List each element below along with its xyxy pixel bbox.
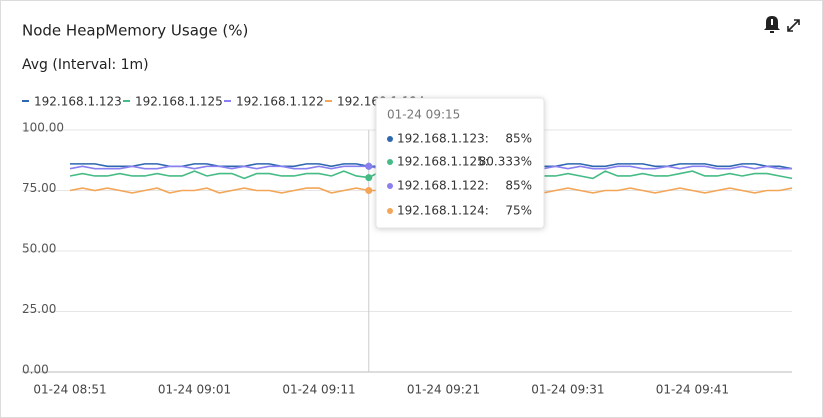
alert-icon[interactable] [764, 16, 780, 33]
tooltip-dot [387, 183, 393, 189]
tooltip: 01-24 09:15 192.168.1.123: 85% 192.168.1.12… [375, 97, 545, 229]
tooltip-dot [387, 159, 393, 165]
hover-point [365, 174, 373, 182]
x-tick-label: 01-24 09:01 [158, 383, 231, 397]
tooltip-label: 192.168.1.125: [397, 155, 489, 169]
y-tick-label: 0.00 [22, 363, 49, 377]
tooltip-label: 192.168.1.122: [397, 179, 489, 193]
hover-point [365, 162, 373, 170]
tooltip-value: 75% [505, 204, 532, 218]
legend-label: 192.168.1.122 [236, 95, 324, 109]
legend-label: 192.168.1.123 [34, 95, 122, 109]
legend-label: 192.168.1.125 [135, 95, 223, 109]
tooltip-dot [387, 208, 393, 214]
x-tick-label: 01-24 09:21 [407, 383, 480, 397]
tooltip-value: 85% [505, 179, 532, 193]
tooltip-value: 85% [505, 132, 532, 146]
x-tick-label: 01-24 09:31 [531, 383, 604, 397]
chart-title: Node HeapMemory Usage (%) [22, 22, 248, 40]
x-tick-label: 01-24 08:51 [33, 383, 106, 397]
tooltip-value: 80.333% [479, 155, 532, 169]
tooltip-dot [387, 136, 393, 142]
tooltip-box [375, 97, 545, 229]
tooltip-label: 192.168.1.124: [397, 204, 489, 218]
hover-point [365, 187, 373, 194]
expand-icon[interactable] [787, 19, 800, 32]
y-tick-label: 100.00 [22, 121, 64, 135]
y-tick-label: 25.00 [22, 302, 56, 316]
y-tick-label: 50.00 [22, 242, 56, 256]
tooltip-label: 192.168.1.123: [397, 132, 489, 146]
tooltip-title: 01-24 09:15 [387, 108, 460, 122]
x-tick-label: 01-24 09:41 [656, 383, 729, 397]
x-tick-label: 01-24 09:11 [282, 383, 355, 397]
y-tick-label: 75.00 [22, 181, 56, 195]
chart-subtitle: Avg (Interval: 1m) [22, 57, 149, 73]
